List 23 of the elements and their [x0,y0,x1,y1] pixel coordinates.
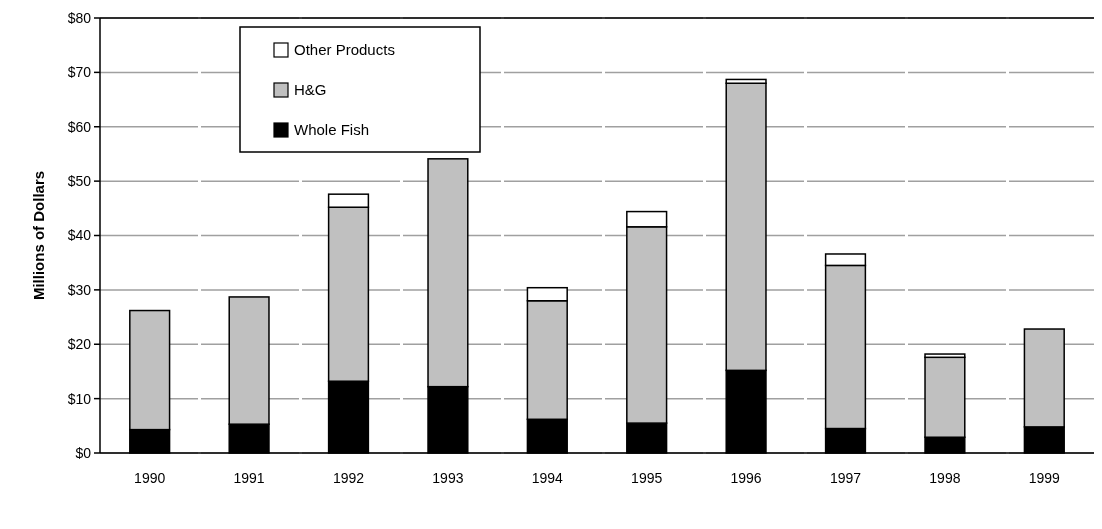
y-tick-label: $30 [67,281,92,298]
x-tick-label: 1994 [531,470,564,486]
x-tick-label: 1998 [929,470,961,486]
legend-label: Whole Fish [294,121,370,139]
y-tick-label: $50 [67,173,92,190]
x-tick-label: 1996 [730,470,762,486]
y-tick-label: $60 [67,118,92,135]
x-tick-label: 1999 [1028,470,1061,486]
legend-label: H&G [294,81,327,99]
x-tick-label: 1997 [829,470,862,486]
y-tick-label: $10 [67,390,92,407]
y-tick-label: $0 [75,444,92,461]
legend-label: Other Products [294,41,395,59]
x-tick-label: 1995 [631,470,663,486]
x-tick-label: 1990 [134,470,166,486]
x-tick-label: 1993 [432,470,464,486]
y-tick-label: $80 [67,9,92,26]
x-tick-label: 1992 [332,470,365,486]
x-tick-label: 1991 [233,470,265,486]
y-tick-label: $20 [67,336,92,353]
y-axis-title: Millions of Dollars [30,170,47,301]
y-tick-label: $70 [67,64,92,81]
y-tick-label: $40 [67,227,92,244]
